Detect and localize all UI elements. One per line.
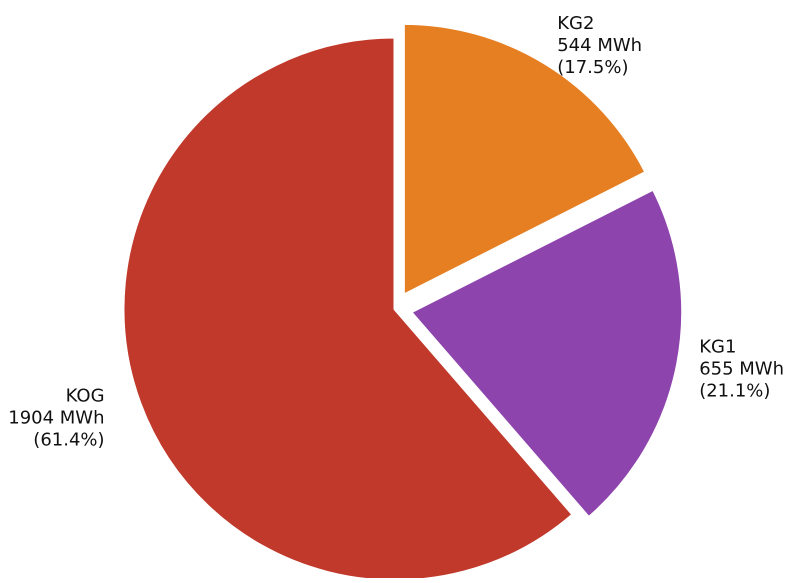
pie-slices <box>121 21 685 583</box>
pie-labels: KG2 544 MWh (17.5%) KG1 655 MWh (21.1%) KOG 190… <box>8 13 784 450</box>
pie-label-kg2: KG2 544 MWh (17.5%) <box>557 13 642 78</box>
pie-slice-kg2 <box>401 21 648 297</box>
pie-label-percent: (61.4%) <box>33 429 104 450</box>
pie-label-kog: KOG 1904 MWh (61.4%) <box>8 385 104 450</box>
pie-label-label: KG1 <box>699 337 736 358</box>
pie-label-kg1: KG1 655 MWh (21.1%) <box>699 337 784 402</box>
pie-label-value: 655 MWh <box>699 359 784 380</box>
pie-label-label: KOG <box>66 385 105 406</box>
pie-slice-kg1 <box>409 187 685 520</box>
pie-label-label: KG2 <box>557 13 594 34</box>
pie-label-percent: (21.1%) <box>699 381 770 402</box>
pie-label-value: 1904 MWh <box>8 407 104 428</box>
pie-label-value: 544 MWh <box>557 35 642 56</box>
pie-label-percent: (17.5%) <box>557 57 628 78</box>
